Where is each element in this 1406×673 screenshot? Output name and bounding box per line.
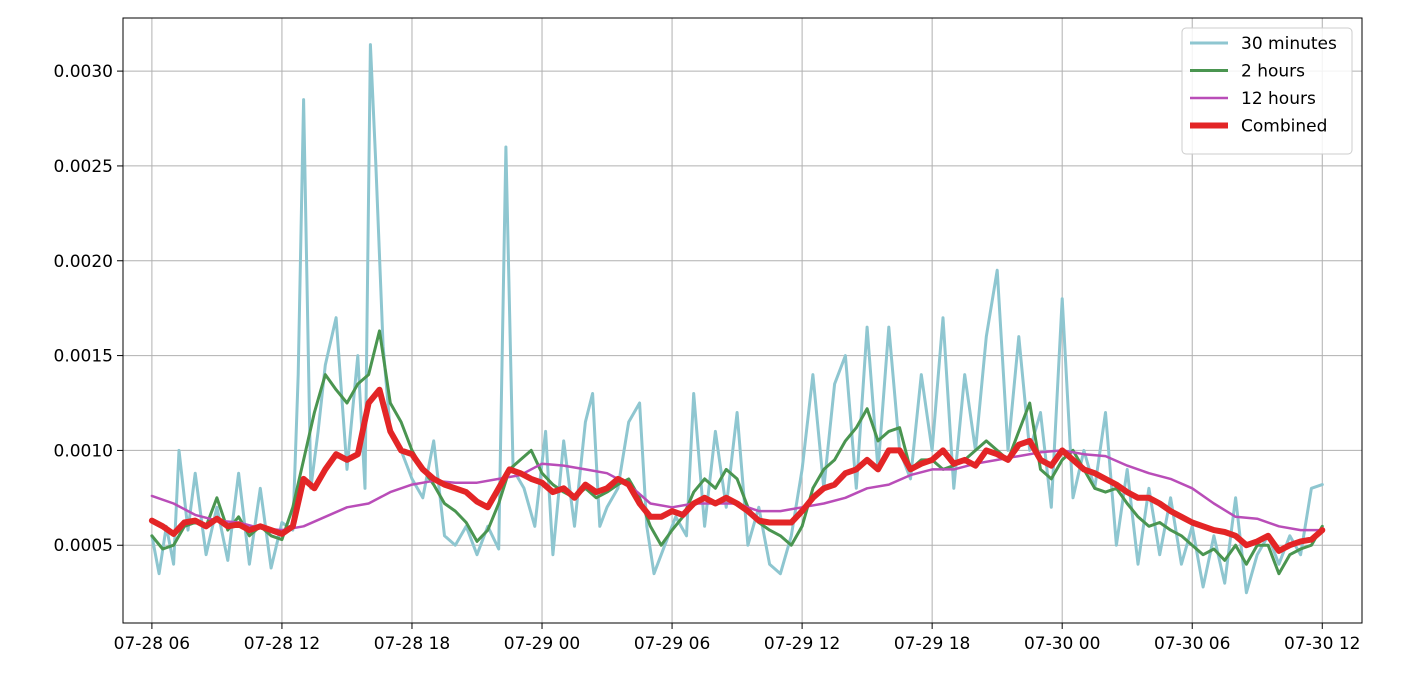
x-tick-label: 07-29 00: [504, 634, 580, 654]
series-line-combined: [148, 386, 1326, 554]
legend-label-2-hours: 2 hours: [1241, 62, 1305, 82]
y-gridlines: [123, 70, 1362, 546]
x-tick-label: 07-30 06: [1154, 634, 1230, 654]
y-tick-label: 0.0020: [54, 252, 113, 272]
x-tick-label: 07-28 18: [374, 634, 450, 654]
legend-label-30-minutes: 30 minutes: [1241, 34, 1337, 54]
legend-label-12-hours: 12 hours: [1241, 89, 1316, 109]
y-tick-label: 0.0010: [54, 441, 113, 461]
chart-legend: 30 minutes 2 hours 12 hours Combined: [1181, 27, 1353, 155]
x-tick-label: 07-28 06: [114, 634, 190, 654]
y-tick-label: 0.0030: [54, 62, 113, 82]
x-tick-label: 07-29 06: [634, 634, 710, 654]
x-tick-label: 07-29 18: [894, 634, 970, 654]
plot-area-frame: [122, 17, 1363, 624]
y-tick-label: 0.0025: [54, 157, 113, 177]
x-tick-label: 07-30 00: [1024, 634, 1100, 654]
x-tick-label: 07-29 12: [764, 634, 840, 654]
y-axis-ticks: 0.0005 0.0010 0.0015 0.0020 0.0025 0.0030: [54, 62, 123, 556]
x-tick-label: 07-28 12: [244, 634, 320, 654]
y-tick-label: 0.0005: [54, 536, 113, 556]
legend-label-combined: Combined: [1241, 117, 1327, 137]
x-tick-label: 07-30 12: [1284, 634, 1360, 654]
y-tick-label: 0.0015: [54, 347, 113, 367]
series-layer: [148, 43, 1326, 595]
series-line-2-hours: [150, 329, 1324, 576]
x-axis-ticks: 07-28 06 07-28 12 07-28 18 07-29 00 07-29 06…: [114, 623, 1360, 654]
